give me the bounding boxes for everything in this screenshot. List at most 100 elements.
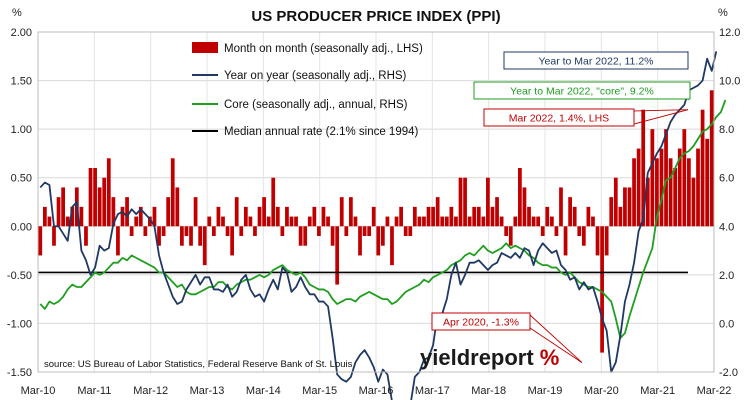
right-tick-label: 2.0 [719,270,734,282]
mom-bar [353,216,358,227]
mom-bar [417,216,422,227]
mom-bar [431,206,435,227]
mom-bar [207,216,212,227]
mom-bar [358,226,362,256]
x-tick-label: Mar-11 [77,385,111,397]
mom-bar [495,197,499,227]
annotation-box [473,81,691,100]
mom-bar [613,177,618,227]
series-lines [39,51,727,400]
annotation-label: Mar 2022, 1.4%, LHS [509,113,609,125]
mom-bar [275,206,280,227]
mom-bar [289,216,294,227]
mom-bar [472,206,477,227]
mom-bar [257,206,262,227]
mom-bar [591,216,595,227]
mom-bar [157,226,161,246]
annotation-label: Year to Mar 2022, "core", 9.2% [510,86,654,98]
mom-bar [367,226,372,236]
annotation-label: Apr 2020, -1.3% [443,317,519,329]
mom-bar [399,206,403,227]
mom-bar [362,226,367,236]
left-tick-label: 1.50 [11,76,32,88]
mom-bar [554,226,559,236]
mom-bar [476,206,481,227]
mom-bar [84,226,88,246]
mom-bar [540,226,545,236]
mom-bar [454,216,458,227]
chart-title: US PRODUCER PRICE INDEX (PPI) [251,8,500,25]
mom-bar [193,197,198,227]
mom-bar [125,197,129,227]
mom-bar [326,216,330,227]
mom-bar [335,226,340,285]
mom-bar [93,168,97,227]
mom-bar [458,177,463,227]
brand-text: yieldreport [420,345,534,370]
mom-bar [609,197,614,227]
right-tick-label: -2.0 [719,367,738,379]
mom-bar [211,226,216,236]
right-axis-unit: % [718,7,728,19]
left-tick-label: 0.00 [11,221,32,233]
right-tick-label: 4.0 [719,221,734,233]
mom-bar [339,197,344,227]
mom-bar [659,148,664,227]
mom-bar [134,216,139,227]
mom-bar [426,206,431,227]
mom-bar [380,226,385,246]
mom-bar [312,206,317,227]
mom-bar [527,206,531,227]
mom-bar [225,226,230,236]
mom-bar [636,148,641,227]
plot-frame [37,31,715,373]
mom-bar [344,226,349,236]
mom-bar [230,226,234,256]
mom-bar [385,216,390,227]
legend-label: Month on month (seasonally adj., LHS) [224,43,423,55]
mom-bar [376,226,381,256]
mom-bar [243,206,248,227]
annotation-box [431,312,531,331]
annotation-box [503,51,689,70]
mom-bar [577,226,582,236]
mom-bar [248,216,253,227]
mom-bar [266,216,271,227]
mom-bar [52,226,56,246]
source-note: source: US Bureau of Labor Statistics, F… [44,359,353,370]
brand-percent-icon: % [540,345,560,370]
left-axis-unit: % [12,7,22,19]
mom-bar [572,206,577,227]
mom-bar [253,226,257,236]
mom-bar [682,129,687,227]
left-tick-label: 2.00 [11,27,32,39]
x-tick-label: Mar-16 [359,385,394,397]
legend-label: Median annual rate (2.1% since 1994) [224,126,419,138]
mom-bars [38,90,714,353]
mom-bar [545,206,550,227]
mom-bar [202,226,207,266]
mom-bar [394,216,399,227]
x-tick-label: Mar-17 [415,385,450,397]
mom-bar [102,177,107,227]
mom-bar [294,216,298,227]
left-tick-label: -1.50 [7,367,32,379]
brand-logo: yieldreport% [420,345,559,370]
mom-bar [618,206,623,227]
legend-label: Core (seasonally adj., annual, RHS) [224,99,408,111]
mom-bar [166,197,171,227]
mom-bar [47,216,52,227]
right-tick-label: 8.0 [719,124,734,136]
annotation-leader [529,327,583,363]
mom-bar [184,226,189,236]
mom-bar [467,216,472,227]
legend-label: Year on year (seasonally adj., RHS) [224,70,407,82]
mom-bar [691,177,696,227]
mom-bar [403,226,408,236]
legend-swatch-bar [192,42,218,53]
mom-bar [180,226,184,246]
mom-bar [440,216,445,227]
mom-bar [623,187,627,227]
mom-bar [106,158,111,227]
